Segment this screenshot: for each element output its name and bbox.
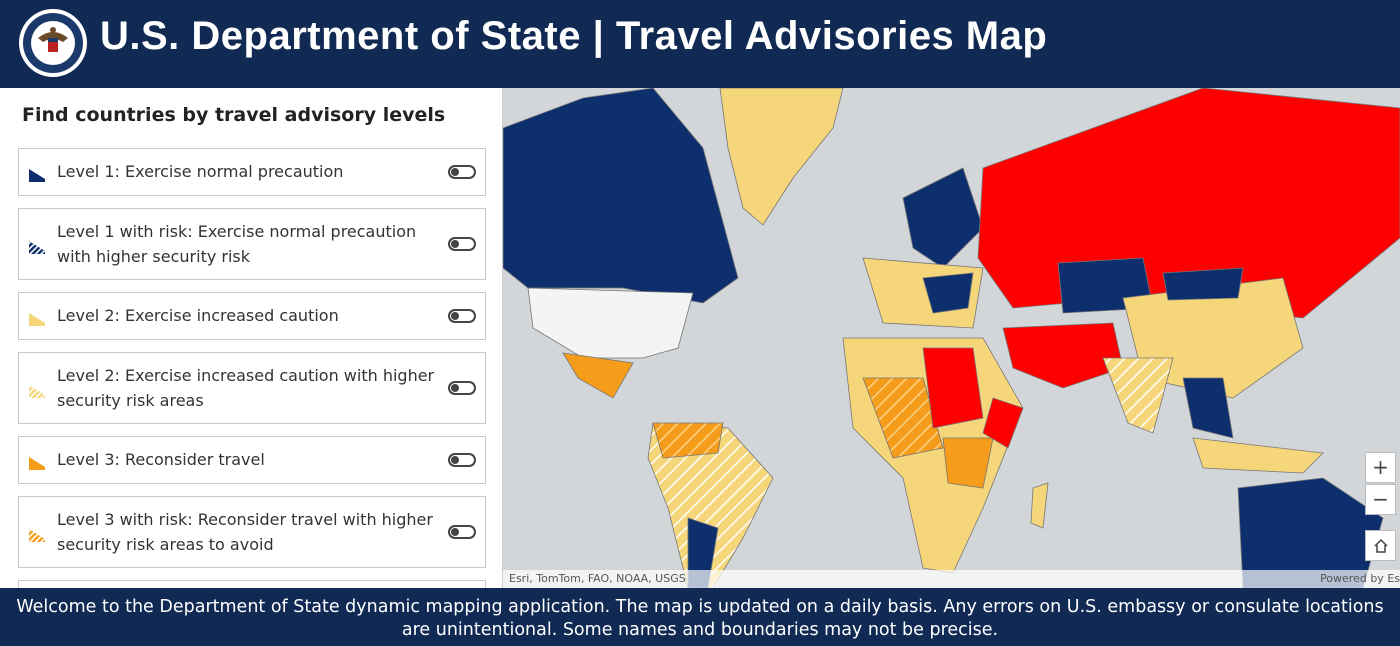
map-graphic [503, 88, 1400, 588]
level-label: Level 1 with risk: Exercise normal preca… [57, 222, 417, 266]
level-toggle[interactable] [448, 525, 476, 539]
filter-panel: Find countries by travel advisory levels… [0, 88, 503, 588]
level-toggle[interactable] [448, 237, 476, 251]
header: U.S. Department of State | Travel Adviso… [0, 0, 1400, 88]
level-item: Level 2: Exercise increased caution [18, 292, 486, 340]
level-swatch [29, 169, 45, 182]
level-label: Level 1: Exercise normal precaution [57, 162, 344, 181]
level-swatch [29, 313, 45, 326]
powered-by: Powered by Es [1320, 572, 1400, 585]
app-title: U.S. Department of State | Travel Adviso… [100, 14, 1048, 58]
level-item: Level 3: Reconsider travel [18, 436, 486, 484]
level-label: Level 2: Exercise increased caution with… [57, 366, 435, 410]
map[interactable] [503, 88, 1400, 588]
level-swatch [29, 241, 45, 254]
level-item: Level 3 with risk: Reconsider travel wit… [18, 496, 486, 568]
level-label: Level 3 with risk: Reconsider travel wit… [57, 510, 433, 554]
home-icon [1373, 538, 1388, 553]
footer-text: Welcome to the Department of State dynam… [16, 597, 1384, 640]
footer: Welcome to the Department of State dynam… [0, 588, 1400, 646]
level-toggle[interactable] [448, 309, 476, 323]
panel-heading: Find countries by travel advisory levels [22, 104, 446, 126]
level-label: Level 2: Exercise increased caution [57, 306, 339, 325]
level-toggle[interactable] [448, 381, 476, 395]
zoom-out-button[interactable]: − [1365, 484, 1396, 515]
level-item: Level 1: Exercise normal precaution [18, 148, 486, 196]
attribution: Esri, TomTom, FAO, NOAA, USGS [509, 572, 686, 585]
seal [19, 9, 87, 77]
level-toggle[interactable] [448, 165, 476, 179]
level-swatch [29, 457, 45, 470]
level-swatch [29, 385, 45, 398]
home-button[interactable] [1365, 530, 1396, 561]
level-label: Level 3: Reconsider travel [57, 450, 265, 469]
attribution-bar: Esri, TomTom, FAO, NOAA, USGS Powered by… [503, 570, 1400, 588]
level-item: Level 1 with risk: Exercise normal preca… [18, 208, 486, 280]
level-toggle[interactable] [448, 453, 476, 467]
zoom-in-button[interactable]: + [1365, 452, 1396, 483]
list-item [18, 580, 486, 588]
level-item: Level 2: Exercise increased caution with… [18, 352, 486, 424]
level-swatch [29, 529, 45, 542]
